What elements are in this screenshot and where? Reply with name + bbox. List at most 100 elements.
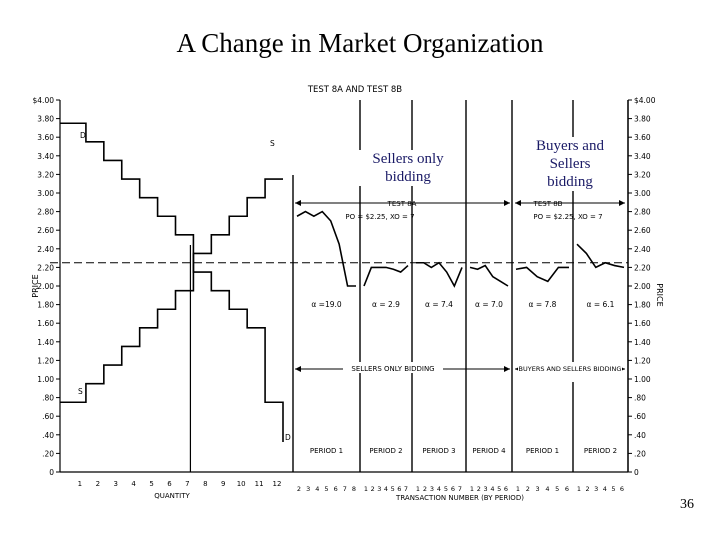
period-label: PERIOD 1 (310, 447, 343, 455)
alpha-label: α = 2.9 (372, 300, 400, 309)
x-tick-label-transaction: 2 (477, 485, 481, 493)
y-tick-label-left: 2.40 (37, 245, 54, 254)
x-tick-label-transaction: 8 (352, 485, 356, 493)
slide-title: A Change in Market Organization (176, 28, 544, 58)
x-tick-label-quantity: 2 (96, 480, 100, 488)
y-tick-label-right: 1.80 (634, 301, 651, 310)
series-s-curve (60, 178, 283, 404)
regime-label-buyers: BUYERS AND SELLERS BIDDING (519, 365, 622, 373)
alpha-label: α = 6.1 (587, 300, 615, 309)
x-tick-label-transaction: 7 (404, 485, 408, 493)
series-label-d: D (80, 131, 86, 140)
x-tick-label-transaction: 4 (603, 485, 607, 493)
y-tick-label-left: .20 (42, 449, 54, 458)
x-tick-label-transaction: 7 (458, 485, 462, 493)
x-tick-label-transaction: 1 (577, 485, 581, 493)
alpha-label: α = 7.0 (475, 300, 503, 309)
y-tick-label-right: 1.20 (634, 356, 651, 365)
x-tick-label-quantity: 10 (237, 480, 246, 488)
x-tick-label-quantity: 4 (131, 480, 136, 488)
period-panel: PERIOD 1 α =19.0 PERIOD 2 α = 2.9 PERIOD 3 α … (292, 100, 629, 472)
x-tick-label-transaction: 2 (297, 485, 301, 493)
y-tick-label-left: 2.80 (37, 208, 54, 217)
y-tick-label-right: 1.60 (634, 319, 651, 328)
annotation-sellers-only-bidding: Sellers only bidding (358, 150, 458, 186)
y-tick-label-right: 3.20 (634, 170, 651, 179)
y-tick-label-left: 1.80 (37, 301, 54, 310)
y-tick-label-left: 1.00 (37, 375, 54, 384)
price-path-period-1 (296, 210, 356, 287)
x-tick-label-transaction: 4 (545, 485, 549, 493)
y-tick-label-left: 3.60 (37, 133, 54, 142)
x-tick-label-quantity: 9 (221, 480, 225, 488)
x-tick-label-quantity: 8 (203, 480, 207, 488)
sellers-only-arrow-head-right (504, 366, 510, 372)
y-tick-label-right: 1.40 (634, 338, 651, 347)
x-tick-label-transaction: 1 (516, 485, 520, 493)
y-tick-label-left: 1.40 (37, 338, 54, 347)
x-tick-label-transaction: 5 (324, 485, 328, 493)
regime-label-sellers: SELLERS ONLY BIDDING (351, 365, 434, 373)
x-tick-label-transaction: 4 (437, 485, 441, 493)
y-tick-label-right: $4.00 (634, 96, 656, 105)
x-tick-label-transaction: 4 (490, 485, 494, 493)
x-tick-label-quantity: 7 (185, 480, 189, 488)
x-tick-label-quantity: 3 (114, 480, 118, 488)
y-tick-label-right: .40 (634, 431, 646, 440)
x-tick-label-transaction: 6 (397, 485, 401, 493)
chart-title: TEST 8A AND TEST 8B (307, 85, 402, 95)
y-tick-label-left: 1.60 (37, 319, 54, 328)
x-tick-label-quantity: 5 (149, 480, 153, 488)
test-8a-arrow-head-left (295, 200, 301, 206)
x-tick-label-transaction: 6 (334, 485, 338, 493)
x-tick-label-quantity: 12 (273, 480, 282, 488)
y-tick-label-right: 3.40 (634, 152, 651, 161)
period-label: PERIOD 1 (526, 447, 559, 455)
x-tick-label-transaction: 2 (526, 485, 530, 493)
x-tick-label-transaction: 4 (315, 485, 319, 493)
y-tick-label-left: .80 (42, 394, 54, 403)
x-tick-label-transaction: 5 (497, 485, 501, 493)
regime-label-bg (343, 362, 443, 373)
y-tick-label-right: 2.60 (634, 226, 651, 235)
x-tick-label-transaction: 4 (384, 485, 388, 493)
x-tick-label-transaction: 1 (470, 485, 474, 493)
regime-label-bg (518, 362, 622, 382)
test-8b-arrow-head-right (619, 200, 625, 206)
x-tick-label-transaction: 6 (451, 485, 455, 493)
y-tick-label-right: .80 (634, 394, 646, 403)
test-8a-equilibrium: PO = $2.25, XO = 7 (345, 213, 414, 221)
y-tick-label-left: 3.40 (37, 152, 54, 161)
x-tick-label-transaction: 3 (484, 485, 488, 493)
x-tick-label-transaction: 5 (391, 485, 395, 493)
y-tick-label-left: 3.20 (37, 170, 54, 179)
y-tick-label-right: 2.00 (634, 282, 651, 291)
x-tick-label-transaction: 7 (343, 485, 347, 493)
y-tick-label-right: 3.80 (634, 115, 651, 124)
x-axis-title-transaction: TRANSACTION NUMBER (BY PERIOD) (395, 494, 524, 502)
x-tick-label-transaction: 5 (444, 485, 448, 493)
y-tick-label-left: 2.60 (37, 226, 54, 235)
y-tick-label-left: $4.00 (33, 96, 55, 105)
y-tick-label-left: 3.80 (37, 115, 54, 124)
x-tick-label-transaction: 3 (536, 485, 540, 493)
sellers-only-arrow-head-left (295, 366, 301, 372)
alpha-label: α =19.0 (311, 300, 342, 309)
x-tick-label-transaction: 6 (565, 485, 569, 493)
period-label: PERIOD 4 (472, 447, 506, 455)
x-tick-label-transaction: 6 (504, 485, 508, 493)
y-tick-label-left: 0 (49, 468, 54, 477)
period-label: PERIOD 2 (369, 447, 402, 455)
y-tick-label-right: 3.00 (634, 189, 651, 198)
price-path-period-2 (363, 264, 409, 287)
slide-number: 36 (680, 497, 694, 512)
period-label: PERIOD 2 (584, 447, 617, 455)
alpha-label: α = 7.4 (425, 300, 453, 309)
y-tick-label-left: 2.20 (37, 263, 54, 272)
supply-demand-panel: D S S D (50, 122, 628, 472)
y-axis-title-left: PRICE (31, 274, 40, 297)
y-axis-title-right: PRICE (655, 283, 664, 306)
price-path-period-5 (515, 266, 569, 283)
x-tick-label-transaction: 6 (620, 485, 624, 493)
test-8b-label: TEST 8B (533, 200, 563, 208)
